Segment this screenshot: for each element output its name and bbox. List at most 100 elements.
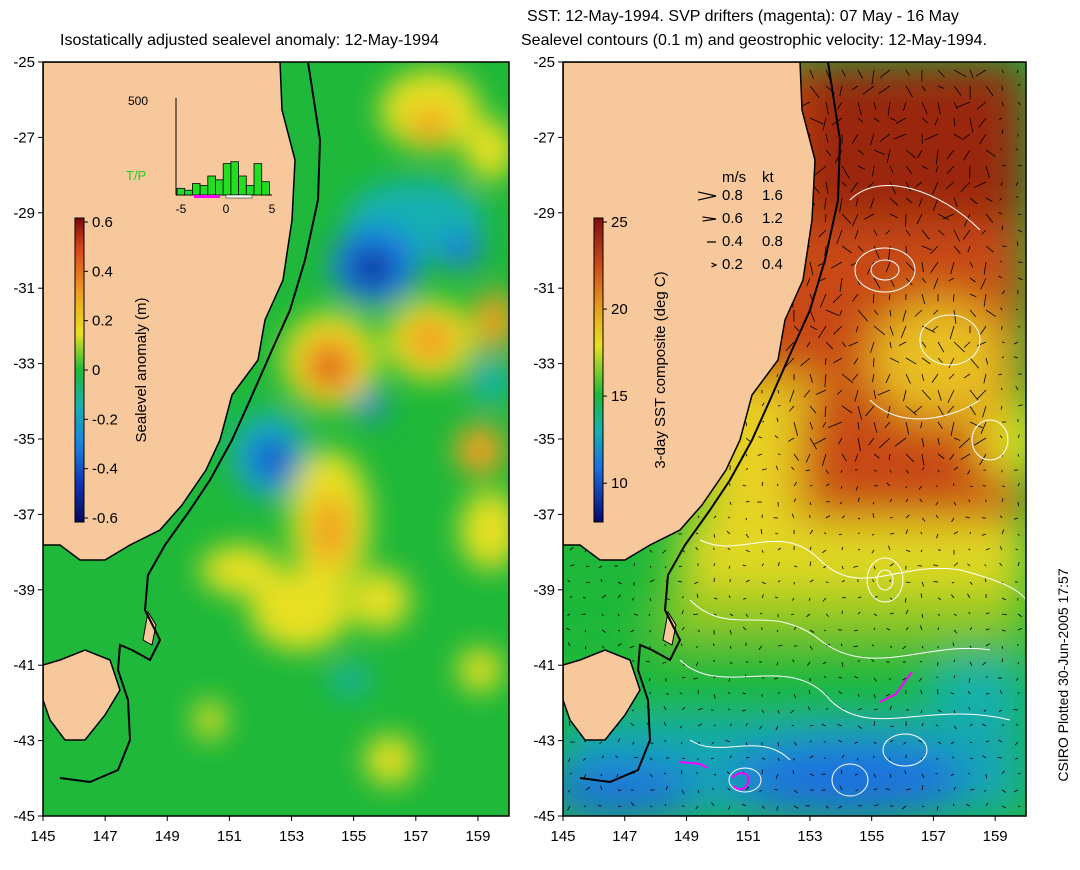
velocity-arrow	[1001, 805, 1006, 809]
velocity-arrow	[825, 181, 829, 194]
velocity-arrow	[953, 293, 955, 302]
velocity-arrow	[630, 802, 635, 807]
velocity-arrow	[681, 626, 685, 631]
velocity-arrow	[921, 437, 925, 447]
velocity-arrow	[1017, 83, 1021, 87]
velocity-arrow	[999, 562, 1003, 567]
y-tick-label: -35	[13, 431, 35, 448]
velocity-arrow	[904, 597, 907, 603]
velocity-arrow	[838, 437, 843, 445]
velocity-arrow	[873, 357, 875, 367]
velocity-arrow	[791, 613, 795, 616]
right-colorbar-gradient	[593, 217, 604, 523]
velocity-arrow	[935, 724, 939, 727]
velocity-arrow	[937, 597, 942, 600]
velocity-arrow	[663, 772, 667, 775]
velocity-arrow	[920, 689, 923, 695]
velocity-arrow	[918, 677, 923, 682]
velocity-arrow	[745, 500, 750, 503]
velocity-arrow	[905, 229, 911, 236]
velocity-arrow	[761, 769, 763, 775]
velocity-arrow	[645, 660, 651, 663]
velocity-arrow	[905, 165, 913, 175]
velocity-arrow	[696, 593, 699, 599]
velocity-arrow	[815, 389, 827, 395]
velocity-arrow	[830, 261, 843, 269]
velocity-arrow	[1013, 517, 1019, 520]
velocity-arrow	[946, 149, 955, 160]
velocity-arrow	[969, 261, 974, 268]
velocity-arrow	[777, 644, 783, 647]
velocity-arrow	[921, 85, 926, 92]
velocity-legend-ms: 0.6	[722, 210, 743, 227]
velocity-arrow	[727, 708, 731, 711]
velocity-arrow	[679, 692, 683, 695]
velocity-arrow	[805, 453, 811, 463]
velocity-arrow	[761, 757, 765, 760]
velocity-arrow	[838, 805, 843, 809]
velocity-arrow	[958, 437, 971, 449]
velocity-arrow	[761, 549, 764, 553]
velocity-arrow	[951, 594, 955, 599]
velocity-arrow	[854, 629, 859, 632]
velocity-arrow	[601, 645, 605, 649]
velocity-arrow	[713, 773, 717, 776]
velocity-arrow	[841, 373, 854, 384]
velocity-arrow	[905, 788, 911, 791]
velocity-arrow	[953, 725, 957, 730]
velocity-arrow	[980, 325, 987, 335]
velocity-arrow	[662, 549, 667, 554]
velocity-arrow	[934, 117, 939, 126]
velocity-arrow	[903, 389, 907, 402]
right-colorbar: 25 20 15 10 3-day SST composite (deg C)	[593, 214, 669, 523]
velocity-arrow	[825, 613, 830, 617]
velocity-arrow	[905, 549, 911, 553]
velocity-arrow	[949, 453, 955, 461]
velocity-arrow	[1001, 597, 1007, 601]
velocity-arrow	[841, 181, 847, 187]
velocity-arrow	[967, 593, 971, 599]
velocity-arrow	[965, 516, 971, 519]
velocity-arrow	[761, 402, 765, 407]
velocity-arrow	[873, 693, 876, 699]
velocity-arrow	[806, 277, 811, 286]
velocity-arrow	[873, 277, 881, 289]
velocity-arrow	[879, 133, 891, 142]
velocity-arrow	[969, 581, 973, 585]
velocity-arrow	[937, 405, 945, 417]
velocity-arrow	[809, 373, 813, 383]
right-colorbar-tick-label: 10	[611, 475, 628, 492]
velocity-arrow	[936, 676, 939, 679]
y-tick-label: -35	[533, 431, 555, 448]
velocity-arrow	[885, 693, 891, 697]
velocity-arrow	[745, 579, 750, 583]
velocity-arrow	[969, 723, 973, 727]
velocity-arrow	[857, 659, 860, 663]
velocity-arrow	[1013, 709, 1019, 711]
velocity-arrow	[776, 629, 779, 633]
velocity-arrow	[840, 643, 843, 647]
velocity-arrow	[1017, 325, 1021, 328]
velocity-arrow	[873, 325, 885, 336]
velocity-arrow	[932, 197, 939, 212]
velocity-arrow	[629, 645, 635, 649]
velocity-arrow	[633, 562, 635, 567]
velocity-arrow	[679, 725, 683, 729]
velocity-arrow	[998, 373, 1003, 376]
velocity-arrow	[838, 676, 843, 679]
x-tick-label: 151	[217, 828, 242, 845]
velocity-arrow	[1015, 548, 1019, 551]
velocity-arrow	[649, 805, 653, 807]
velocity-arrow	[841, 165, 850, 179]
velocity-arrow	[937, 101, 941, 115]
velocity-arrow	[905, 529, 909, 535]
velocity-arrow	[1001, 789, 1006, 793]
velocity-arrow	[680, 770, 683, 775]
velocity-arrow	[984, 578, 987, 583]
velocity-arrow	[936, 533, 939, 539]
velocity-arrow	[742, 484, 747, 487]
velocity-arrow	[825, 805, 830, 809]
velocity-arrow	[968, 499, 971, 503]
velocity-arrow	[761, 581, 766, 585]
velocity-arrow	[805, 469, 811, 472]
